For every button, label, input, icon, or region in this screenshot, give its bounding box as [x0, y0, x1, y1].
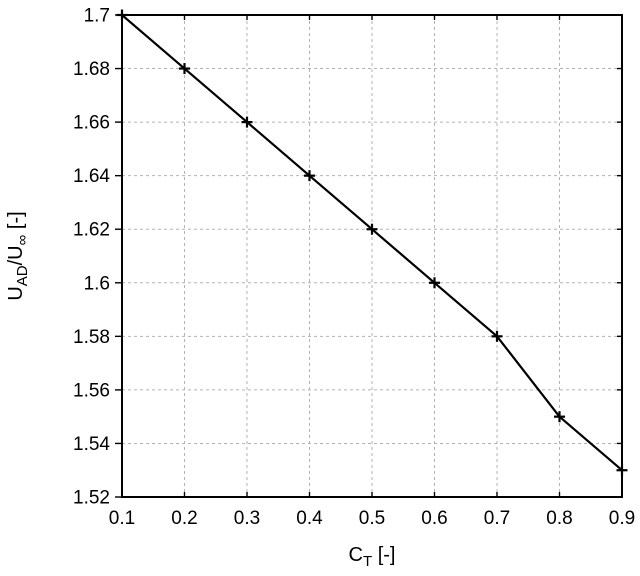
y-tick-label: 1.64	[73, 166, 110, 187]
x-tick-label: 0.3	[234, 508, 260, 529]
y-tick-label: 1.62	[73, 220, 110, 241]
x-axis-label: CT [-]	[349, 544, 396, 570]
y-tick-label: 1.6	[84, 273, 110, 294]
y-tick-label: 1.56	[73, 380, 110, 401]
x-tick-label: 0.2	[171, 508, 197, 529]
x-axis-tick-labels: 0.1 0.2 0.3 0.4 0.5 0.6 0.7 0.8 0.9	[109, 508, 635, 529]
y-tick-label: 1.66	[73, 113, 110, 134]
y-tick-label: 1.7	[84, 6, 110, 27]
data-markers	[116, 9, 628, 476]
x-tick-label: 0.1	[109, 508, 135, 529]
x-tick-label: 0.4	[296, 508, 323, 529]
y-tick-label: 1.54	[73, 434, 110, 455]
x-tick-label: 0.5	[359, 508, 385, 529]
x-tick-label: 0.7	[484, 508, 510, 529]
y-tick-label: 1.58	[73, 327, 110, 348]
y-axis-tick-labels: 1.7 1.68 1.66 1.64 1.62 1.6 1.58 1.56 1.54 1.52	[73, 6, 110, 509]
y-tick-label: 1.68	[73, 59, 110, 80]
y-tick-label: 1.52	[73, 488, 110, 509]
x-tick-label: 0.6	[421, 508, 447, 529]
plot-frame	[121, 14, 623, 498]
x-tick-label: 0.8	[546, 508, 572, 529]
x-tick-label: 0.9	[609, 508, 635, 529]
y-axis-label: UAD/U∞ [-]	[5, 211, 31, 300]
